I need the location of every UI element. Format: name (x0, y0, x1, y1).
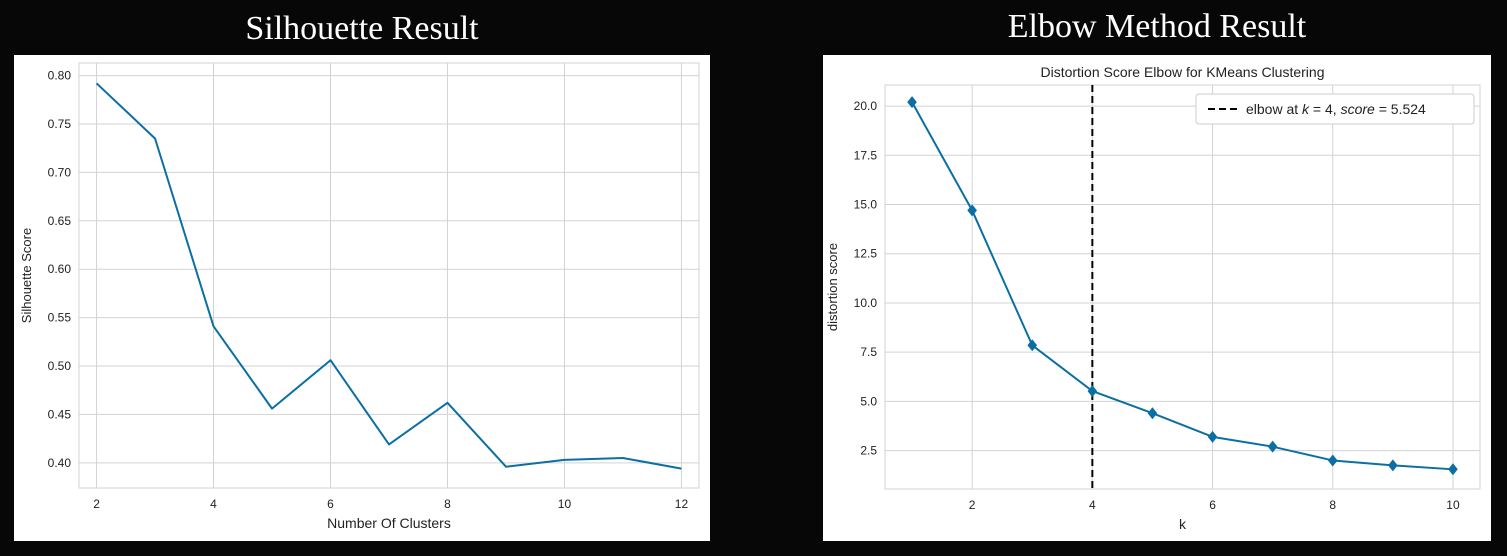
silhouette-x-tick-label: 10 (558, 497, 572, 511)
elbow-data-point (1448, 463, 1458, 476)
elbow-chart-svg: 2 4 6 8 10 2.5 5.0 7.5 10.0 12.5 15.0 17.5 20.0 k dist… (825, 64, 1481, 532)
elbow-y-tick-label: 15.0 (854, 198, 878, 212)
silhouette-y-tick-label: 0.60 (48, 262, 72, 276)
silhouette-x-tick-label: 4 (210, 497, 217, 511)
silhouette-y-tick-label: 0.40 (48, 456, 72, 470)
elbow-legend-label: elbow at k = 4, score = 5.524 (1246, 101, 1426, 117)
elbow-y-tick-label: 5.0 (860, 394, 877, 408)
silhouette-y-tick-label: 0.75 (48, 117, 72, 131)
elbow-data-point (1147, 407, 1158, 420)
elbow-y-axis-label: distortion score (825, 243, 840, 331)
elbow-x-tick-label: 8 (1329, 498, 1336, 512)
silhouette-x-tick-label: 6 (327, 497, 334, 511)
silhouette-y-tick-label: 0.65 (48, 214, 72, 228)
elbow-y-tick-label: 20.0 (854, 99, 878, 113)
elbow-y-tick-label: 7.5 (860, 345, 877, 359)
silhouette-x-tick-label: 2 (93, 497, 100, 511)
silhouette-x-tick-label: 8 (444, 497, 451, 511)
elbow-chart-title: Distortion Score Elbow for KMeans Cluste… (1040, 64, 1324, 80)
elbow-y-tick-label: 12.5 (854, 247, 878, 261)
silhouette-series-line (95, 82, 682, 470)
elbow-y-tick-label: 10.0 (854, 296, 878, 310)
elbow-y-tick-label: 17.5 (854, 148, 878, 162)
silhouette-x-axis-label: Number Of Clusters (327, 515, 451, 531)
elbow-plot-frame (884, 84, 1481, 490)
elbow-data-point (1327, 454, 1338, 467)
silhouette-y-tick-label: 0.55 (48, 311, 72, 325)
elbow-data-point (967, 204, 977, 217)
silhouette-y-tick-label: 0.70 (48, 165, 72, 179)
elbow-y-tick-label: 2.5 (860, 444, 877, 458)
elbow-x-axis-label: k (1179, 516, 1187, 532)
elbow-legend-box (1195, 93, 1475, 125)
elbow-legend: elbow at k = 4, score = 5.524 (1195, 93, 1475, 125)
elbow-panel-title: Elbow Method Result (1007, 8, 1307, 45)
silhouette-panel-title: Silhouette Result (245, 10, 479, 47)
elbow-data-point (1207, 430, 1218, 443)
silhouette-y-tick-label: 0.50 (48, 359, 72, 373)
silhouette-x-tick-label: 12 (675, 497, 689, 511)
elbow-data-point (1027, 339, 1038, 352)
elbow-data-point (907, 96, 917, 109)
elbow-data-point (1267, 440, 1278, 453)
silhouette-y-axis-label: Silhouette Score (19, 228, 34, 323)
elbow-x-tick-label: 4 (1089, 498, 1096, 512)
silhouette-plot-frame (78, 62, 700, 489)
silhouette-chart-svg: 2 4 6 8 10 12 0.40 0.45 0.50 0.55 0.60 0.65 0.70 0.75… (19, 62, 700, 531)
silhouette-y-tick-label: 0.45 (48, 407, 72, 421)
elbow-data-point (1087, 385, 1098, 398)
elbow-data-point (1388, 459, 1398, 472)
elbow-series-line (911, 101, 1454, 471)
elbow-x-tick-label: 10 (1446, 498, 1460, 512)
elbow-chart: 2 4 6 8 10 2.5 5.0 7.5 10.0 12.5 15.0 17.5 20.0 k dist… (823, 55, 1491, 541)
elbow-x-tick-label: 6 (1209, 498, 1216, 512)
elbow-x-tick-label: 2 (969, 498, 976, 512)
silhouette-y-tick-label: 0.80 (48, 69, 72, 83)
silhouette-chart: 2 4 6 8 10 12 0.40 0.45 0.50 0.55 0.60 0.65 0.70 0.75… (14, 55, 710, 541)
